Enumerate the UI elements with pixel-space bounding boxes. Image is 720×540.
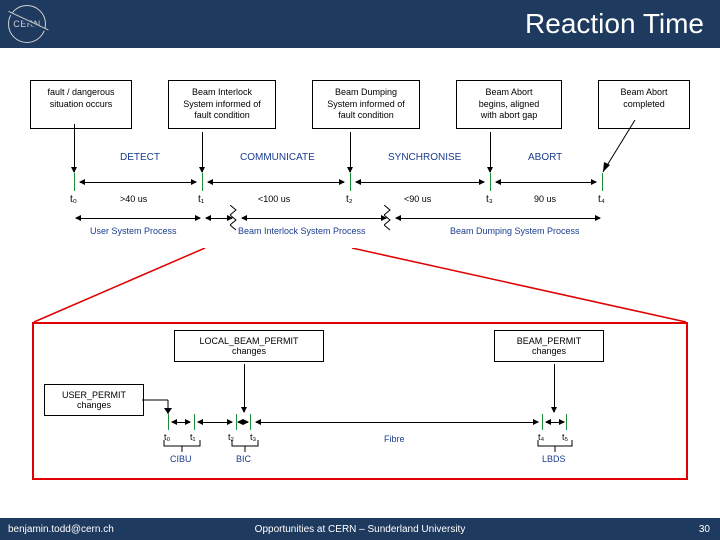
event-box-dumping: Beam Dumping System informed of fault co…	[312, 80, 420, 129]
proc-user: User System Process	[90, 226, 177, 236]
bottom-timeline-diagram: LOCAL_BEAM_PERMIT changes BEAM_PERMIT ch…	[44, 330, 676, 470]
bseg-3	[546, 422, 564, 423]
comp-lbds: LBDS	[542, 454, 566, 464]
tlabel-t4: t₄	[598, 194, 605, 205]
b-arrow-local	[244, 364, 245, 412]
tlabel-t1: t₁	[198, 194, 204, 205]
phase-synchronise: SYNCHRONISE	[388, 152, 461, 163]
slide-content: fault / dangerous situation occurs Beam …	[0, 48, 720, 518]
tval-1: <100 us	[258, 194, 290, 204]
zigzag-1	[384, 205, 394, 233]
tick-t2	[350, 173, 351, 191]
btick-t5	[566, 414, 567, 430]
bseg-0	[172, 422, 190, 423]
tlabel-t2: t₂	[346, 194, 353, 205]
footer-bar: benjamin.todd@cern.ch Opportunities at C…	[0, 518, 720, 540]
btick-t1	[194, 414, 195, 430]
bracket-cibu	[162, 440, 202, 454]
beam-permit-box: BEAM_PERMIT changes	[494, 330, 604, 362]
seg-3	[496, 182, 596, 183]
arrow-box0	[74, 124, 75, 172]
red-connector-right	[330, 248, 700, 324]
top-timeline-diagram: fault / dangerous situation occurs Beam …	[30, 80, 690, 250]
tick-t1	[202, 173, 203, 191]
comp-cibu: CIBU	[170, 454, 192, 464]
b-arrow-beam	[554, 364, 555, 412]
btick-t3	[250, 414, 251, 430]
event-box-abort-begin: Beam Abort begins, aligned with abort ga…	[456, 80, 562, 129]
footer-email: benjamin.todd@cern.ch	[8, 524, 114, 535]
procseg-0b	[206, 218, 232, 219]
procseg-1	[242, 218, 386, 219]
user-permit-box: USER_PERMIT changes	[44, 384, 144, 416]
arrow-box4	[585, 120, 655, 180]
btick-t0	[168, 414, 169, 430]
seg-0	[80, 182, 196, 183]
red-connector-left	[30, 248, 290, 324]
event-box-fault: fault / dangerous situation occurs	[30, 80, 132, 129]
proc-interlock: Beam Interlock System Process	[238, 226, 366, 236]
local-beam-permit-box: LOCAL_BEAM_PERMIT changes	[174, 330, 324, 362]
tval-0: >40 us	[120, 194, 147, 204]
logo-text: CERN	[13, 19, 41, 29]
bseg-1b	[238, 422, 248, 423]
phase-abort: ABORT	[528, 152, 562, 163]
bracket-lbds	[536, 440, 574, 454]
cern-logo: CERN	[8, 5, 46, 43]
btick-t2	[236, 414, 237, 430]
tlabel-t0: t₀	[70, 194, 77, 205]
arrow-box1	[202, 132, 203, 172]
slide-number: 30	[699, 524, 710, 535]
comp-bic: BIC	[236, 454, 251, 464]
page-title: Reaction Time	[525, 8, 704, 40]
tval-2: <90 us	[404, 194, 431, 204]
bracket-bic	[230, 440, 260, 454]
procseg-0	[76, 218, 200, 219]
bseg-2	[256, 422, 538, 423]
phase-detect: DETECT	[120, 152, 160, 163]
btick-t4	[542, 414, 543, 430]
tick-t3	[490, 173, 491, 191]
bseg-1	[198, 422, 232, 423]
seg-1	[208, 182, 344, 183]
proc-dumping: Beam Dumping System Process	[450, 226, 580, 236]
event-box-interlock: Beam Interlock System informed of fault …	[168, 80, 276, 129]
header-bar: CERN Reaction Time	[0, 0, 720, 48]
arrow-box3	[490, 132, 491, 172]
tick-t4	[602, 173, 603, 191]
tick-t0	[74, 173, 75, 191]
seg-2	[356, 182, 484, 183]
procseg-2	[396, 218, 600, 219]
arrow-box2	[350, 132, 351, 172]
tval-3: 90 us	[534, 194, 556, 204]
fibre-label: Fibre	[384, 434, 405, 444]
zigzag-0	[230, 205, 240, 233]
tlabel-t3: t₃	[486, 194, 493, 205]
phase-communicate: COMMUNICATE	[240, 152, 315, 163]
